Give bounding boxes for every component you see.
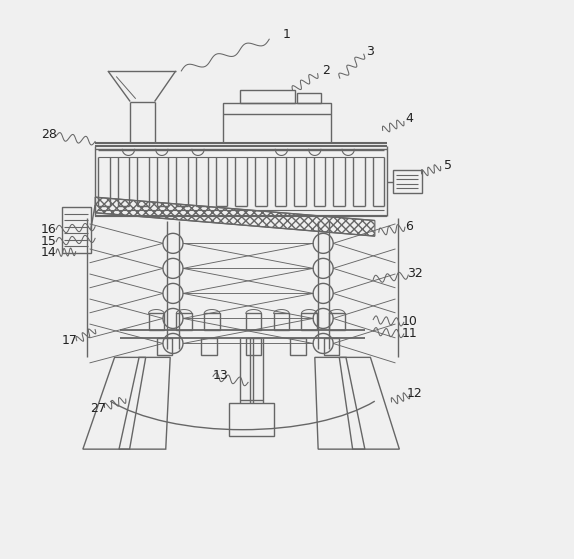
Text: 1: 1 [283, 29, 291, 41]
Bar [324, 338, 339, 354]
Bar [149, 314, 164, 330]
Text: 14: 14 [41, 247, 57, 259]
Text: 12: 12 [407, 387, 423, 400]
Text: 17: 17 [62, 334, 78, 347]
Text: 13: 13 [212, 369, 228, 382]
Text: 10: 10 [401, 315, 417, 328]
Bar [246, 314, 261, 330]
Bar [290, 338, 306, 354]
Bar [297, 93, 321, 103]
Bar [329, 314, 345, 330]
Bar [274, 314, 289, 330]
Bar [157, 338, 172, 354]
Bar [204, 314, 220, 330]
Bar [393, 170, 422, 193]
Text: 3: 3 [366, 45, 374, 58]
Bar [176, 314, 192, 330]
Text: 6: 6 [405, 220, 413, 233]
Text: 16: 16 [41, 223, 57, 236]
Text: 5: 5 [444, 159, 452, 172]
Bar [301, 314, 317, 330]
Text: 27: 27 [90, 402, 106, 415]
Text: 4: 4 [405, 112, 413, 125]
Bar [246, 338, 261, 354]
Text: 28: 28 [41, 129, 57, 141]
Bar [62, 207, 91, 253]
Bar [201, 338, 217, 354]
Bar [240, 91, 296, 103]
Text: 2: 2 [322, 64, 330, 77]
Text: 11: 11 [401, 327, 417, 340]
Text: 15: 15 [41, 235, 57, 248]
Bar [228, 403, 274, 437]
Text: 32: 32 [407, 267, 423, 281]
Bar [223, 103, 332, 113]
